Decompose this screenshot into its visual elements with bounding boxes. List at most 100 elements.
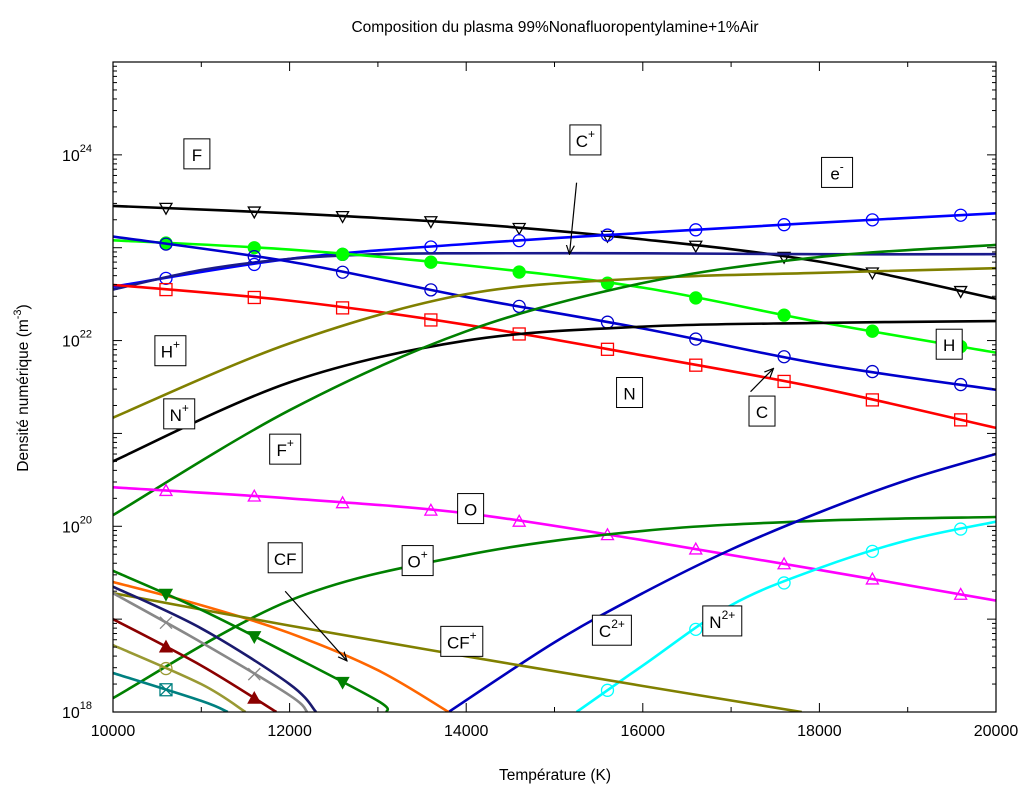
species-label-box xyxy=(440,625,484,657)
data-point-O xyxy=(247,488,262,502)
data-point-O xyxy=(335,495,350,509)
species-label-box xyxy=(748,395,776,427)
data-point-C xyxy=(335,265,350,279)
data-point-N2+ xyxy=(689,622,703,637)
species-label: N xyxy=(616,377,644,408)
data-point-e- xyxy=(865,213,880,227)
data-point-H xyxy=(865,324,880,338)
species-label-text: O xyxy=(464,501,477,520)
data-point-N xyxy=(865,393,880,407)
species-label-text: F+ xyxy=(276,436,293,460)
data-point-F xyxy=(953,285,968,299)
data-point-N2+ xyxy=(777,576,791,590)
y-tick-label: 1022 xyxy=(62,329,92,351)
series-line-F xyxy=(113,204,996,301)
species-label: H+ xyxy=(154,335,187,367)
data-point-N xyxy=(424,313,438,327)
data-point-s-darkred xyxy=(247,691,262,704)
data-point-H xyxy=(512,265,526,279)
species-label-box xyxy=(935,328,963,360)
series-line-H xyxy=(113,238,996,354)
species-label-box xyxy=(702,605,743,637)
data-point-O xyxy=(512,514,527,527)
species-label-box xyxy=(269,433,302,465)
species-label-text: F xyxy=(192,146,202,165)
species-label: N+ xyxy=(163,398,196,430)
y-axis-label-sup: -3 xyxy=(12,309,24,319)
data-point-C xyxy=(247,249,261,264)
annotation-arrow xyxy=(284,590,347,661)
data-point-F xyxy=(688,240,703,254)
species-label-box xyxy=(163,398,196,430)
series-line-s-navy xyxy=(113,585,318,712)
series-line-N+ xyxy=(113,319,996,463)
data-point-s-green-tri xyxy=(247,631,262,644)
x-tick-label: 10000 xyxy=(91,723,136,740)
species-label: C xyxy=(748,395,776,427)
data-point-s-green-tri xyxy=(158,588,174,602)
data-point-O xyxy=(158,483,174,497)
species-label: H xyxy=(935,328,963,360)
species-label-box xyxy=(154,335,187,367)
data-point-C xyxy=(159,237,173,251)
data-point-F xyxy=(865,267,880,281)
data-point-N xyxy=(954,413,968,427)
data-point-N2+ xyxy=(954,522,968,536)
x-tick-label: 12000 xyxy=(267,723,312,740)
species-label: F xyxy=(183,138,211,170)
species-label-text: N2+ xyxy=(709,608,735,632)
species-label: C+ xyxy=(569,124,602,156)
data-point-F xyxy=(247,206,262,220)
data-point-e- xyxy=(689,223,703,237)
y-tick-label: 1020 xyxy=(62,514,92,536)
x-tick-label: 18000 xyxy=(797,723,842,740)
data-point-H xyxy=(777,308,791,322)
data-point-N xyxy=(247,290,261,305)
data-point-H xyxy=(335,247,350,261)
data-point-s-darkred xyxy=(158,639,174,653)
chart-title: Composition du plasma 99%Nonafluoropenty… xyxy=(351,19,758,36)
y-axis-label: Densité numérique (m-3) xyxy=(12,304,32,471)
data-point-F xyxy=(158,202,174,216)
y-tick-label: 1024 xyxy=(62,143,92,165)
species-label: O xyxy=(457,493,485,525)
x-tick-label: 20000 xyxy=(974,723,1019,740)
species-label: N2+ xyxy=(702,605,743,637)
y-axis-label-end: ) xyxy=(15,304,32,309)
series-line-F+ xyxy=(113,243,996,517)
species-label-box xyxy=(569,124,602,156)
data-point-O xyxy=(953,587,968,600)
data-point-O xyxy=(776,556,792,570)
data-point-N2+ xyxy=(865,544,880,559)
data-point-s-olive-o xyxy=(159,661,173,676)
species-label-box xyxy=(183,138,211,170)
series-line-O+ xyxy=(113,515,996,700)
plot-area xyxy=(113,202,996,712)
species-label-text: H xyxy=(943,336,955,355)
series-line-s-teal xyxy=(113,671,229,712)
species-label-text: e- xyxy=(830,159,843,183)
data-point-N xyxy=(777,374,791,389)
y-axis-label-main: Densité numérique (m xyxy=(15,319,32,471)
data-point-e- xyxy=(954,208,968,222)
series-line-N2+ xyxy=(575,520,996,712)
x-axis-label: Température (K) xyxy=(499,767,611,784)
series-line-N xyxy=(113,283,996,430)
data-point-e- xyxy=(777,218,791,232)
species-label-text: N xyxy=(623,385,635,404)
data-point-s-gray-x xyxy=(159,616,173,630)
data-point-O xyxy=(865,571,880,585)
species-label-text: O+ xyxy=(408,548,428,572)
data-point-N xyxy=(600,342,615,356)
species-label-text: H+ xyxy=(161,338,180,362)
data-point-F xyxy=(423,216,438,229)
x-tick-label: 16000 xyxy=(621,723,666,740)
species-label: C2+ xyxy=(591,614,632,646)
species-label: CF xyxy=(267,542,303,574)
data-point-O xyxy=(688,541,703,555)
series-line-H+ xyxy=(113,266,996,419)
annotation-arrow xyxy=(570,182,578,255)
data-point-F xyxy=(512,222,527,236)
series-line-O xyxy=(113,485,996,602)
